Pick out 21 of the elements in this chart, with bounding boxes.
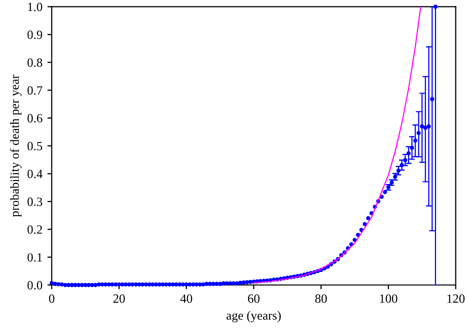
y-tick-label: 0.0 xyxy=(28,281,42,290)
y-tick-label: 1.0 xyxy=(28,2,42,12)
x-tick-label: 120 xyxy=(447,294,465,303)
y-tick-label: 0.9 xyxy=(28,30,42,40)
x-tick-label: 20 xyxy=(113,294,125,303)
y-tick-label: 0.8 xyxy=(28,58,42,67)
y-tick-label: 0.4 xyxy=(28,170,42,178)
line-series xyxy=(253,6,422,284)
y-tick-label: 0.6 xyxy=(28,114,42,123)
y-axis-title: probability of death per year xyxy=(10,74,22,217)
y-tick-label: 0.1 xyxy=(28,253,42,262)
y-tick-label: 0.7 xyxy=(28,86,42,95)
x-tick-label: 100 xyxy=(380,294,398,303)
x-axis-title: age (years) xyxy=(226,310,281,322)
y-tick-label: 0.5 xyxy=(28,142,42,150)
y-tick-label: 0.3 xyxy=(28,198,42,206)
x-tick-label: 60 xyxy=(248,294,260,303)
x-tick-label: 0 xyxy=(49,294,54,303)
x-tick-label: 80 xyxy=(315,294,327,303)
y-tick-label: 0.2 xyxy=(28,225,42,234)
x-tick-label: 40 xyxy=(180,294,192,303)
